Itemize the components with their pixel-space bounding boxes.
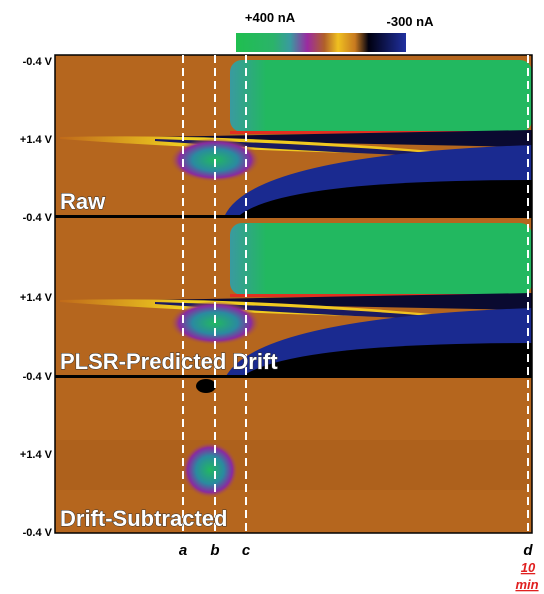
y-label: +1.4 V [20,449,53,461]
plot-frame [54,54,533,534]
y-label: -0.4 V [23,371,53,383]
y-label: +1.4 V [20,292,53,304]
y-label: -0.4 V [23,56,53,68]
time-unit: min [515,577,538,592]
marker-label: d [523,542,533,559]
colorbar-max-label: +400 nA [245,10,296,25]
y-label: -0.4 V [23,527,53,539]
panel-raw [55,55,532,215]
colorbar [236,33,406,52]
marker-label: a [179,542,187,559]
panel-label: PLSR-Predicted Drift [60,349,278,374]
marker-label: b [210,542,219,559]
time-value: 10 [521,560,536,575]
panel-label: Raw [60,189,106,214]
colorbar-min-label: -300 nA [387,14,435,29]
panel-label: Drift-Subtracted [60,506,227,531]
y-label: +1.4 V [20,134,53,146]
panel-subtracted [55,378,532,533]
y-label: -0.4 V [23,212,53,224]
marker-label: c [242,542,251,559]
